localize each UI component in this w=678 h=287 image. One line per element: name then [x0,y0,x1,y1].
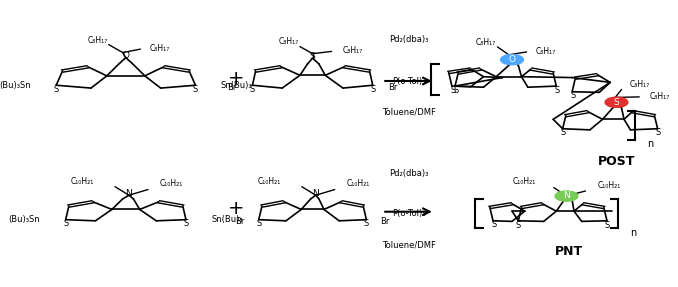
Text: S: S [491,220,496,229]
Text: S: S [453,86,458,94]
Text: C₁₀H₂₁: C₁₀H₂₁ [71,177,94,185]
Text: S: S [604,221,610,230]
Text: Toluene/DMF: Toluene/DMF [382,108,436,117]
Text: P(o-Tol)₃: P(o-Tol)₃ [392,210,426,218]
Text: (Bu)₃Sn: (Bu)₃Sn [9,215,41,224]
Text: S: S [193,85,198,94]
Text: S: S [555,86,559,94]
Text: S: S [516,221,521,230]
Text: Br: Br [235,218,245,226]
Text: S: S [450,86,456,94]
Text: S: S [561,128,566,137]
Circle shape [605,97,628,107]
Text: Toluene/DMF: Toluene/DMF [382,241,436,250]
Circle shape [500,55,523,65]
Text: C₁₀H₂₁: C₁₀H₂₁ [513,177,536,186]
Text: C₈H₁₇: C₈H₁₇ [650,92,670,100]
Text: S: S [656,128,661,137]
Text: S: S [256,220,262,228]
Text: C₈H₁₇: C₈H₁₇ [279,37,298,46]
Text: C₈H₁₇: C₈H₁₇ [476,38,496,47]
Text: S: S [183,220,188,228]
Text: C₁₀H₂₁: C₁₀H₂₁ [159,179,182,188]
Text: S: S [54,85,59,94]
Text: C₈H₁₇: C₈H₁₇ [536,47,555,56]
Text: +: + [228,199,245,218]
Text: S: S [570,91,576,100]
Text: C₁₀H₂₁: C₁₀H₂₁ [258,177,281,185]
Text: Pd₂(dba)₃: Pd₂(dba)₃ [389,35,428,44]
Text: S: S [614,98,619,106]
Text: Br: Br [380,218,390,226]
Text: Pd₂(dba)₃: Pd₂(dba)₃ [389,168,428,178]
Text: C₈H₁₇: C₈H₁₇ [87,36,108,44]
Text: C₈H₁₇: C₈H₁₇ [149,44,170,53]
Text: Sn(Bu)₃: Sn(Bu)₃ [212,215,243,224]
Text: O: O [508,55,515,64]
Text: C₁₀H₂₁: C₁₀H₂₁ [346,179,370,188]
Text: C₁₀H₂₁: C₁₀H₂₁ [598,181,621,190]
Text: O: O [122,51,129,60]
Text: S: S [310,52,315,61]
Text: PNT: PNT [555,245,583,258]
Text: n: n [630,228,636,238]
Text: S: S [370,85,376,94]
Text: N: N [563,191,570,200]
Text: +: + [228,69,245,88]
Text: POST: POST [598,156,635,168]
Circle shape [555,191,578,201]
Text: N: N [313,189,319,198]
Text: Br: Br [388,83,398,92]
Text: S: S [63,220,68,228]
Text: Sn(Bu)₃: Sn(Bu)₃ [221,81,252,90]
Text: C₈H₁₇: C₈H₁₇ [343,46,363,55]
Text: N: N [125,189,132,198]
Text: Br: Br [227,83,237,92]
Text: S: S [364,220,369,228]
Text: P(o-Tol)₃: P(o-Tol)₃ [392,77,426,86]
Text: (Bu)₃Sn: (Bu)₃Sn [0,81,31,90]
Text: n: n [647,139,653,149]
Text: S: S [250,85,255,94]
Text: C₈H₁₇: C₈H₁₇ [629,80,650,90]
